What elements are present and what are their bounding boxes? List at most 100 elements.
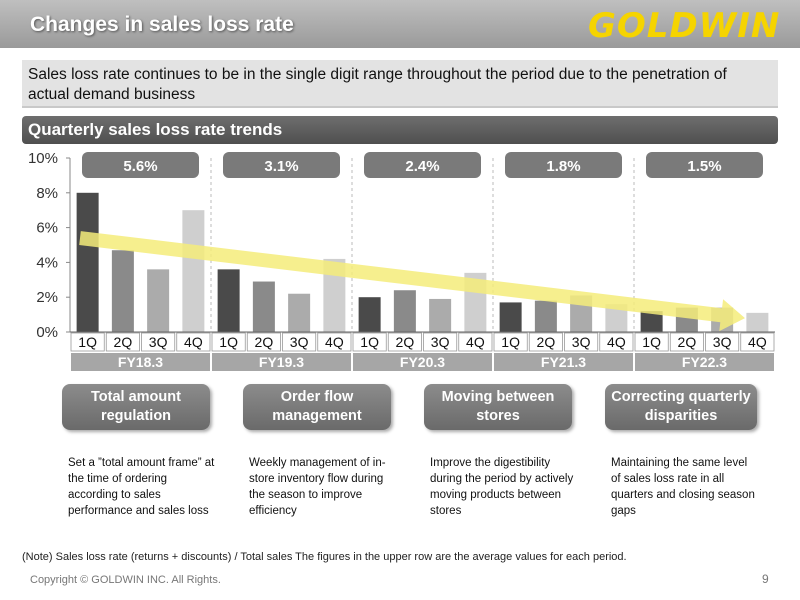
quarter-label: 1Q: [501, 334, 520, 350]
goldwin-logo: GOLDWIN: [588, 6, 781, 46]
quarter-cell: [564, 332, 599, 352]
bar-fy21-3-2q: [534, 300, 557, 332]
bar-fy18-3-4q: [182, 210, 205, 332]
bar-fy18-3-1q: [76, 192, 99, 332]
quarter-label: 2Q: [396, 334, 415, 350]
quarter-cell: [105, 332, 140, 352]
y-tick-label: 10%: [28, 150, 58, 167]
average-badge-label: 2.4%: [405, 158, 439, 175]
average-badge: [505, 152, 622, 178]
copyright: Copyright © GOLDWIN INC. All Rights.: [30, 574, 221, 586]
quarter-cell: [634, 332, 669, 352]
bar-fy18-3-3q: [147, 269, 170, 332]
bar-fy20-3-3q: [429, 298, 452, 332]
quarter-label: 3Q: [713, 334, 732, 350]
bar-fy19-3-2q: [252, 281, 275, 332]
period-label: FY20.3: [400, 354, 445, 370]
quarter-label: 2Q: [678, 334, 697, 350]
bar-fy19-3-4q: [323, 258, 346, 332]
quarter-cell: [387, 332, 422, 352]
bar-fy18-3-2q: [111, 250, 134, 332]
description-text-4: Maintaining the same level of sales loss…: [611, 457, 755, 517]
period-label: FY18.3: [118, 354, 163, 370]
quarter-label: 3Q: [290, 334, 309, 350]
description-text-3: Improve the digestibility during the per…: [430, 457, 574, 517]
quarter-label: 1Q: [642, 334, 661, 350]
average-badge: [82, 152, 199, 178]
quarter-cell: [282, 332, 317, 352]
period-band: [353, 353, 492, 371]
quarter-label: 3Q: [431, 334, 450, 350]
period-label: FY22.3: [682, 354, 727, 370]
measure-order-flow-management: Order flow management: [243, 384, 391, 430]
description-box-4: Maintaining the same level of sales loss…: [605, 434, 775, 540]
quarter-cell: [740, 332, 775, 352]
trend-arrow: [79, 231, 745, 332]
sales-loss-chart: 0% 2% 4% 6% 8% 10% 5.6% 1Q 2Q 3Q 4Q FY18.3 3.1% 1Q 2Q 3…: [28, 150, 775, 371]
average-badge: [223, 152, 340, 178]
quarter-cell: [669, 332, 704, 352]
quarter-label: 2Q: [114, 334, 133, 350]
y-tick-label: 6%: [36, 220, 58, 237]
measure-total-amount-regulation: Total amount regulation: [62, 384, 210, 430]
bar-fy20-3-2q: [393, 290, 416, 332]
section-title: Quarterly sales loss rate trends: [28, 120, 283, 139]
period-band: [494, 353, 633, 371]
period-band: [635, 353, 774, 371]
y-tick-label: 0%: [36, 324, 58, 341]
quarter-cell: [493, 332, 528, 352]
period-label: FY19.3: [259, 354, 304, 370]
measure-correcting-quarterly-disparities: Correcting quarterly disparities: [605, 384, 757, 430]
y-tick-label: 2%: [36, 289, 58, 306]
measure-moving-between-stores: Moving between stores: [424, 384, 572, 430]
bar-fy21-3-4q: [605, 304, 628, 332]
section-header: Quarterly sales loss rate trends: [22, 116, 778, 144]
bar-fy22-3-4q: [746, 312, 769, 332]
quarter-label: 2Q: [537, 334, 556, 350]
quarter-label: 4Q: [184, 334, 203, 350]
quarter-label: 3Q: [572, 334, 591, 350]
quarter-label: 1Q: [360, 334, 379, 350]
average-badge-label: 5.6%: [123, 158, 157, 175]
quarter-label: 4Q: [466, 334, 485, 350]
period-band: [212, 353, 351, 371]
bar-fy20-3-1q: [358, 297, 381, 332]
y-tick-label: 4%: [36, 254, 58, 271]
description-box-1: Set a ”total amount frame” at the time o…: [62, 434, 232, 540]
quarter-cell: [458, 332, 493, 352]
quarter-cell: [528, 332, 563, 352]
bar-fy19-3-1q: [217, 269, 240, 332]
quarter-cell: [70, 332, 105, 352]
quarter-cell: [246, 332, 281, 352]
description-text-1: Set a ”total amount frame” at the time o…: [68, 457, 215, 517]
bar-fy22-3-1q: [640, 311, 663, 332]
quarter-cell: [352, 332, 387, 352]
quarter-label: 4Q: [748, 334, 767, 350]
quarter-label: 3Q: [149, 334, 168, 350]
period-label: FY21.3: [541, 354, 586, 370]
bar-fy19-3-3q: [288, 293, 311, 332]
quarter-cell: [141, 332, 176, 352]
bar-fy21-3-1q: [499, 302, 522, 332]
quarter-cell: [176, 332, 211, 352]
quarter-cell: [211, 332, 246, 352]
quarter-cell: [599, 332, 634, 352]
title-bar: Changes in sales loss rate GOLDWIN: [0, 0, 800, 48]
description-box-3: Improve the digestibility during the per…: [424, 434, 594, 540]
page-number: 9: [762, 572, 769, 586]
y-tick-label: 8%: [36, 185, 58, 202]
description-box-2: Weekly management of in-store inventory …: [243, 434, 413, 540]
period-band: [71, 353, 210, 371]
page-title: Changes in sales loss rate: [30, 13, 294, 36]
description-text-2: Weekly management of in-store inventory …: [249, 457, 386, 517]
average-badge-label: 1.5%: [687, 158, 721, 175]
summary-text: Sales loss rate continues to be in the s…: [22, 60, 778, 108]
quarter-label: 1Q: [78, 334, 97, 350]
quarter-cell: [317, 332, 352, 352]
average-badge-label: 3.1%: [264, 158, 298, 175]
footnote: (Note) Sales loss rate (returns + discou…: [22, 551, 627, 563]
quarter-label: 1Q: [219, 334, 238, 350]
average-badge: [364, 152, 481, 178]
average-badge-label: 1.8%: [546, 158, 580, 175]
average-badge: [646, 152, 763, 178]
